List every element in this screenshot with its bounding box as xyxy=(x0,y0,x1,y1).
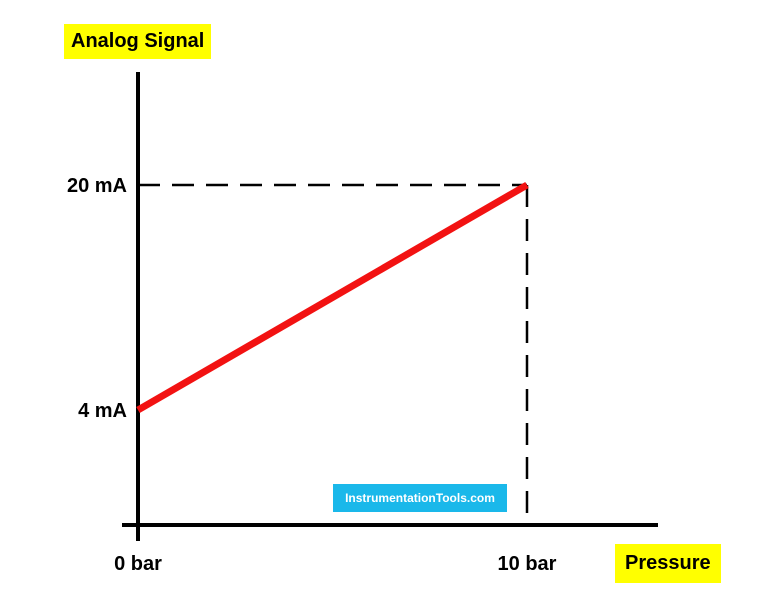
x-tick-label: 10 bar xyxy=(498,553,557,575)
x-tick-label: 0 bar xyxy=(114,553,162,575)
x-axis-title: Pressure xyxy=(615,544,721,583)
watermark-background xyxy=(333,484,507,512)
y-axis-title: Analog Signal xyxy=(64,24,212,59)
y-tick-label: 4 mA xyxy=(78,400,127,422)
watermark-label: InstrumentationTools.com xyxy=(345,491,495,505)
series-line xyxy=(136,181,529,414)
y-tick-label: 20 mA xyxy=(67,175,127,197)
